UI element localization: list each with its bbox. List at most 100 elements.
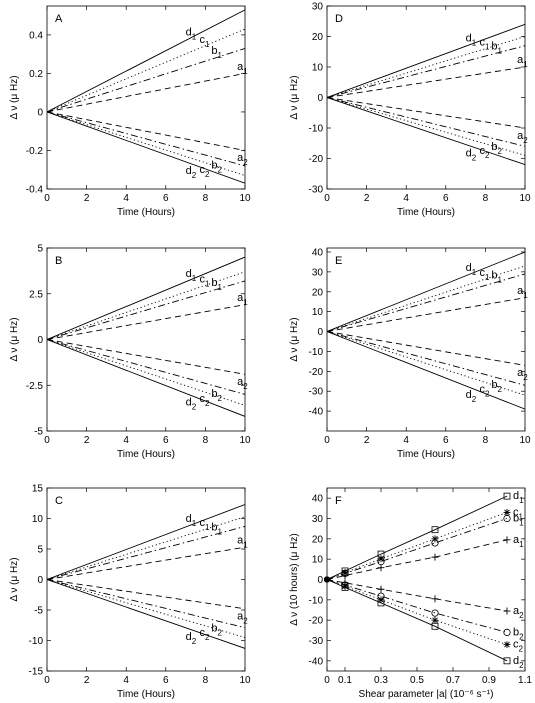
series-label-d2: d2 [466, 147, 477, 162]
series-label-subscript: 1 [485, 273, 490, 282]
series-line-b1 [327, 273, 525, 332]
x-tick-label: 8 [203, 435, 209, 446]
data-point-a1 [503, 536, 511, 544]
series-label-letter: b [211, 160, 217, 172]
series-line-b2 [47, 111, 245, 167]
series-label-c2: c2 [199, 627, 210, 642]
x-tick-label: 0 [44, 435, 50, 446]
series-label-d2: d2 [466, 389, 477, 404]
data-point-b1 [503, 514, 511, 523]
series-label-letter: d [186, 513, 192, 525]
series-label-letter: a [513, 534, 520, 546]
series-line-a1 [47, 304, 245, 340]
series-label-letter: a [517, 130, 524, 142]
series-line-b2 [327, 97, 525, 147]
y-tick-label: 2.5 [29, 289, 43, 300]
x-tick-label: 0 [44, 675, 50, 686]
series-label-d2: d2 [186, 396, 197, 411]
series-label-letter: d [186, 26, 192, 38]
series-label-a1: a1 [237, 534, 248, 549]
data-point-a2 [431, 595, 439, 603]
series-label-letter: b [211, 45, 217, 57]
series-label-subscript: 2 [192, 402, 197, 411]
series-line-c1 [47, 271, 245, 340]
series-label-subscript: 1 [217, 51, 222, 60]
x-tick-label: 0.5 [410, 675, 424, 686]
data-point-a1 [341, 572, 349, 580]
x-axis-label: Time (Hours) [117, 689, 175, 700]
series-label-subscript: 1 [192, 519, 197, 528]
panel-label: D [335, 13, 343, 25]
x-tick-label: 10 [519, 435, 531, 446]
series-label-subscript: 2 [472, 395, 477, 404]
series-label-letter: a [237, 61, 244, 73]
x-axis-label: Time (Hours) [397, 207, 455, 218]
panel-label: C [55, 495, 63, 507]
axes-box [326, 247, 526, 432]
data-point-d1 [431, 526, 439, 534]
series-label-d1: d1 [513, 490, 524, 505]
data-point-a2 [377, 585, 385, 593]
panel-label: B [55, 255, 62, 267]
series-line-d2 [47, 579, 245, 649]
series-label-b1: b1 [211, 277, 222, 292]
y-tick-label: 0 [37, 107, 43, 118]
series-label-subscript: 2 [217, 628, 222, 637]
series-label-c1: c1 [479, 267, 490, 282]
series-label-letter: b [211, 277, 217, 289]
y-tick-label: 0.2 [29, 69, 43, 80]
series-line-c2 [47, 111, 245, 176]
series-label-letter: d [466, 147, 472, 159]
data-point-a1 [377, 564, 385, 572]
series-label-c1: c1 [513, 506, 524, 521]
series-label-c1: c1 [479, 37, 490, 52]
series-label-letter: b [491, 40, 497, 52]
series-label-a1: a1 [237, 61, 248, 76]
series-label-subscript: 1 [519, 519, 524, 528]
series-line-d1 [327, 251, 525, 332]
y-tick-label: 20 [312, 534, 324, 545]
x-tick-label: 0 [324, 675, 330, 686]
series-label-b1: b1 [211, 45, 222, 60]
series-line-c1 [47, 516, 245, 580]
axes-box [46, 5, 246, 190]
series-line-c2 [47, 579, 245, 638]
series-label-subscript: 2 [205, 170, 210, 179]
x-tick-label: 6 [163, 193, 169, 204]
y-tick-label: 20 [312, 32, 324, 43]
series-line-b1 [47, 525, 245, 580]
series-label-letter: c [479, 384, 485, 396]
series-label-letter: c [479, 145, 485, 157]
x-tick-label: 2 [84, 193, 90, 204]
y-tick-label: 5 [37, 545, 43, 556]
series-label-b2: b2 [211, 388, 222, 403]
series-label-c2: c2 [199, 393, 210, 408]
panel-B: 0 2 4 6 8 10 -5 -2.5 0 2.5 5 Time (Hours) Δ ν (μ Hz)… [9, 244, 251, 461]
series-label-subscript: 1 [217, 283, 222, 292]
series-line-d2 [47, 339, 245, 417]
series-label-letter: d [186, 396, 192, 408]
series-label-subscript: 2 [217, 166, 222, 175]
series-line-c2 [327, 97, 525, 156]
series-label-a1: a1 [517, 285, 528, 300]
x-tick-label: 0.9 [482, 675, 496, 686]
y-tick-label: 0 [317, 327, 323, 338]
panel-E: 0 2 4 6 8 10 -40 -30 -20 -10 0 10 20 30 40 Time (Hours)… [289, 247, 531, 460]
series-label-subscript: 1 [497, 276, 502, 285]
series-label-letter: c [199, 627, 205, 639]
series-label-letter: d [513, 490, 519, 502]
x-tick-label: 6 [443, 435, 449, 446]
series-label-letter: d [466, 389, 472, 401]
panel-D: 0 2 4 6 8 10 -30 -20 -10 0 10 20 30 Time (Hours) Δ ν (… [289, 2, 531, 219]
y-tick-label: 30 [312, 514, 324, 525]
data-point-a2 [503, 607, 511, 615]
y-tick-label: -5 [34, 606, 43, 617]
series-label-subscript: 2 [497, 147, 502, 156]
series-label-letter: b [211, 388, 217, 400]
series-label-letter: c [199, 273, 205, 285]
y-tick-label: 10 [312, 63, 324, 74]
y-tick-label: -2.5 [26, 381, 44, 392]
series-label-subscript: 1 [192, 274, 197, 283]
series-label-d1: d1 [186, 513, 197, 528]
series-label-letter: c [513, 639, 519, 651]
